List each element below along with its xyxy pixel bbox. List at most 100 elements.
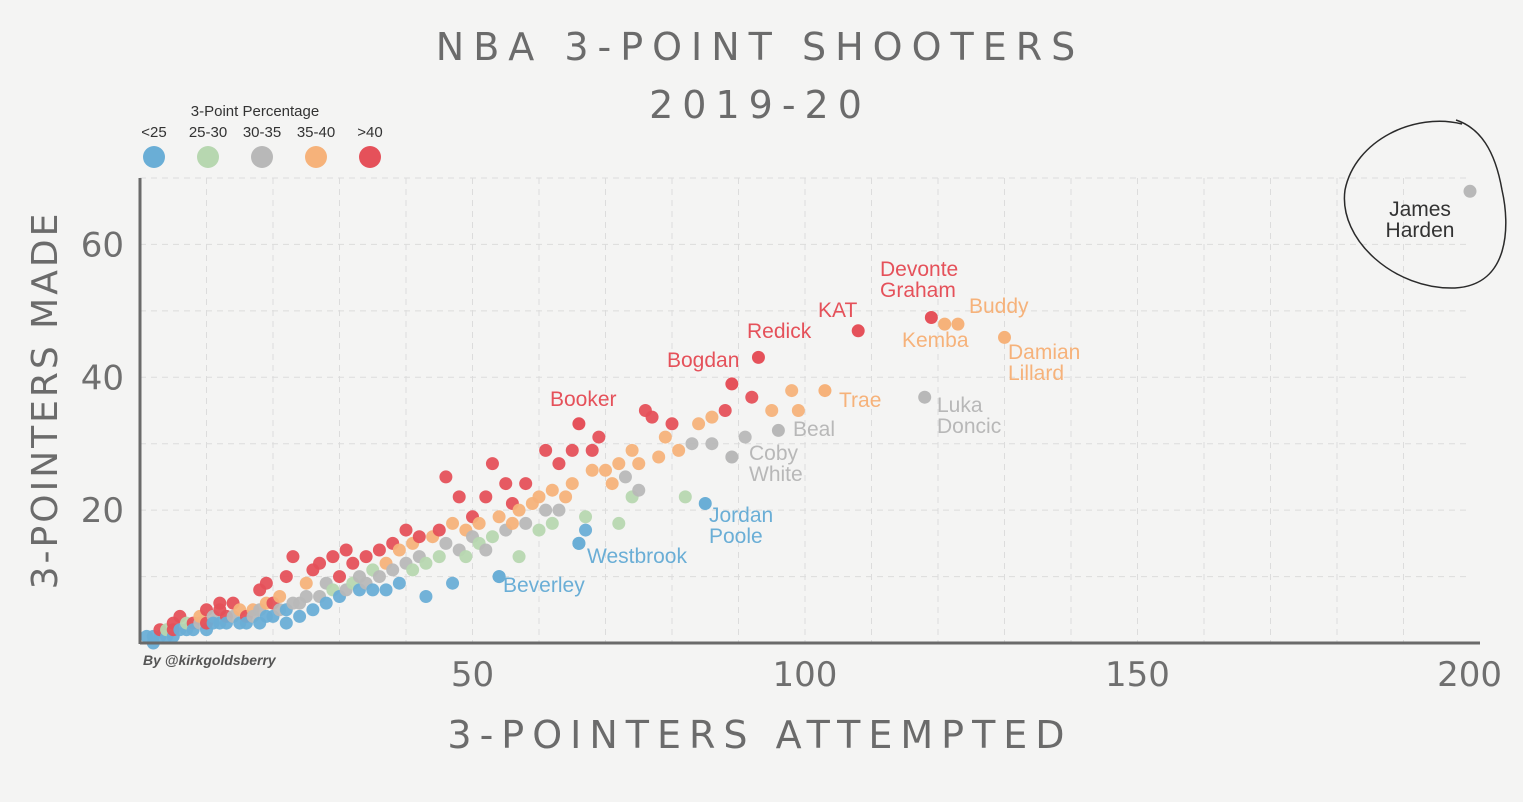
data-point xyxy=(585,463,599,477)
data-point xyxy=(326,550,340,564)
data-point xyxy=(519,477,533,491)
data-point xyxy=(512,550,526,564)
data-point xyxy=(685,437,699,451)
axis-ticks: 20 40 60 50 100 150 200 xyxy=(81,225,1502,695)
data-point xyxy=(492,510,506,524)
data-point xyxy=(785,384,799,398)
player-label: Devonte xyxy=(880,258,958,281)
player-label: Doncic xyxy=(937,415,1001,438)
highlighted-point xyxy=(851,324,865,338)
x-axis-title: 3-POINTERS ATTEMPTED xyxy=(447,713,1072,757)
chart-title-line-1: NBA 3-POINT SHOOTERS xyxy=(436,25,1084,69)
data-point xyxy=(439,470,453,484)
data-point xyxy=(439,536,453,550)
data-point xyxy=(705,410,719,424)
data-point xyxy=(652,450,666,464)
data-point xyxy=(279,616,293,630)
data-point xyxy=(519,516,533,530)
legend-swatch xyxy=(305,146,327,168)
data-point xyxy=(479,543,493,557)
data-point xyxy=(552,503,566,517)
data-point xyxy=(565,443,579,457)
data-point xyxy=(765,404,779,417)
credit-text: By @kirkgoldsberry xyxy=(143,652,277,668)
data-point xyxy=(406,563,420,577)
player-label: Bogdan xyxy=(667,349,739,372)
data-point xyxy=(372,570,386,584)
data-point xyxy=(605,477,619,491)
x-tick-label: 150 xyxy=(1105,655,1170,695)
data-point xyxy=(579,523,593,537)
data-point xyxy=(599,463,612,477)
highlighted-point xyxy=(771,423,785,437)
data-point xyxy=(512,503,526,517)
legend-swatch xyxy=(359,146,381,168)
highlighted-point xyxy=(725,450,739,464)
player-label: Harden xyxy=(1386,219,1455,242)
legend-label: 30-35 xyxy=(243,124,281,141)
legend-title: 3-Point Percentage xyxy=(191,103,319,120)
highlighted-point xyxy=(572,417,586,431)
player-label: Booker xyxy=(550,388,617,411)
data-point xyxy=(565,477,579,491)
player-label: Westbrook xyxy=(587,545,687,568)
data-point xyxy=(213,596,227,610)
highlighted-point xyxy=(924,311,938,324)
highlighted-point xyxy=(572,536,586,550)
data-point xyxy=(705,437,719,451)
data-point xyxy=(446,516,460,530)
data-point xyxy=(379,583,393,597)
player-label: KAT xyxy=(818,299,857,322)
data-point xyxy=(293,609,307,623)
data-point xyxy=(718,404,732,417)
data-point xyxy=(632,457,646,471)
data-point xyxy=(419,556,433,570)
data-point xyxy=(313,556,327,570)
player-label: Buddy xyxy=(969,295,1029,318)
y-axis-title: 3-POINTERS MADE xyxy=(25,211,66,590)
player-label: Beal xyxy=(793,418,835,441)
data-point xyxy=(259,576,273,590)
player-label: James xyxy=(1389,198,1451,221)
y-tick-label: 60 xyxy=(81,225,124,265)
data-point xyxy=(632,483,646,497)
player-label: White xyxy=(749,463,803,486)
player-label: Poole xyxy=(709,525,763,548)
data-point xyxy=(485,457,499,471)
highlighted-point xyxy=(998,330,1011,344)
data-point xyxy=(618,470,632,484)
data-point xyxy=(665,417,679,431)
legend-label: 25-30 xyxy=(189,124,227,141)
data-point xyxy=(419,590,433,603)
data-point xyxy=(359,550,373,564)
highlighted-point xyxy=(818,384,832,398)
y-tick-label: 40 xyxy=(81,358,124,398)
player-label: Redick xyxy=(747,320,812,343)
data-point xyxy=(485,530,499,544)
grid-lines xyxy=(140,177,1470,643)
data-point xyxy=(279,570,293,584)
data-point xyxy=(392,543,406,557)
data-point xyxy=(392,576,406,590)
data-point xyxy=(333,570,346,584)
data-point xyxy=(645,410,659,424)
data-point xyxy=(539,443,553,457)
data-point xyxy=(386,563,400,577)
data-point xyxy=(505,516,519,530)
data-point xyxy=(319,596,333,610)
harden-circle xyxy=(1343,119,1507,289)
data-point xyxy=(273,590,287,603)
data-point xyxy=(612,516,626,530)
data-point xyxy=(366,583,380,597)
player-label: Damian xyxy=(1008,341,1080,364)
data-point xyxy=(545,516,559,530)
data-point xyxy=(559,490,573,504)
data-point xyxy=(579,510,593,524)
data-point xyxy=(472,516,486,530)
player-label: Luka xyxy=(937,394,983,417)
y-tick-label: 20 xyxy=(81,491,124,531)
data-point xyxy=(692,417,706,431)
data-point xyxy=(791,404,805,417)
